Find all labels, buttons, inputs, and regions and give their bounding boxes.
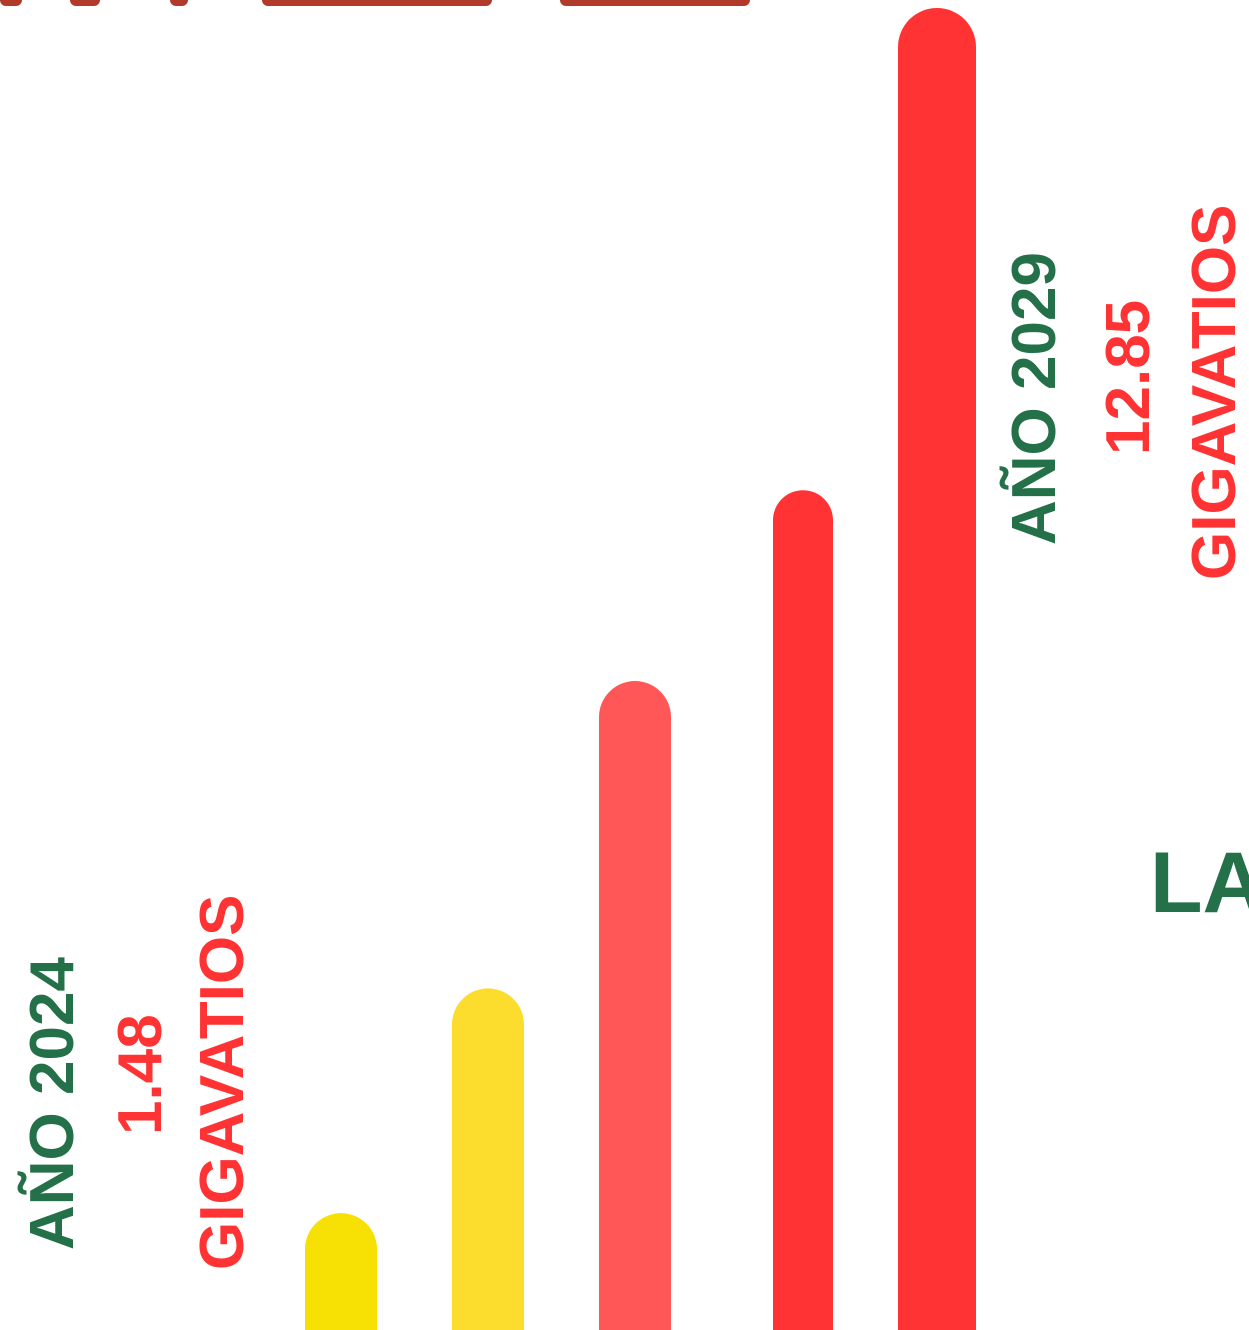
start-unit-label: GIGAVATIOS: [188, 894, 257, 1270]
end-year-label: AÑO 2029: [1000, 252, 1069, 545]
bar-4: [773, 490, 833, 1330]
bar-1: [305, 1213, 377, 1330]
bar-3: [599, 681, 671, 1330]
end-value-label: 12.85: [1094, 299, 1163, 455]
start-year-label: AÑO 2024: [18, 957, 87, 1250]
cropped-heading-text: LA: [1150, 835, 1249, 931]
start-value-label: 1.48: [106, 1014, 175, 1135]
bar-5: [898, 8, 976, 1330]
cropped-header-fragment: [0, 0, 760, 10]
end-unit-label: GIGAVATIOS: [1180, 204, 1249, 580]
bar-2: [452, 988, 524, 1330]
